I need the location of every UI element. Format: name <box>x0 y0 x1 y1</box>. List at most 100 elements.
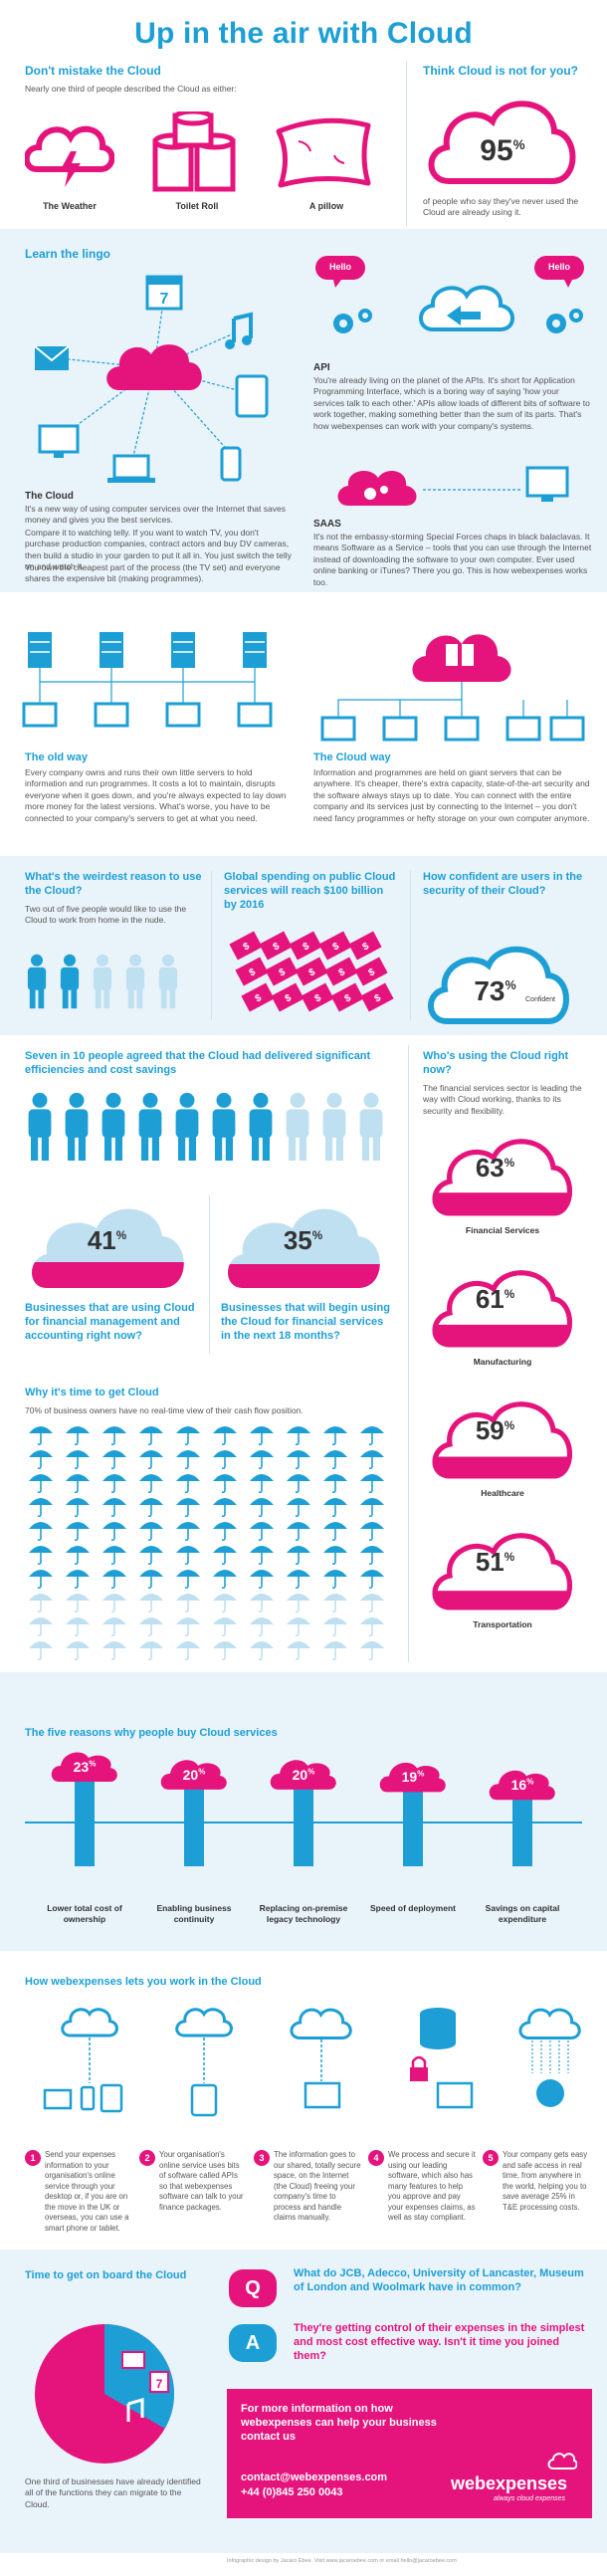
cloud-icon <box>290 2008 352 2039</box>
umbrella-icon <box>176 1617 200 1637</box>
think-cloud-value: 95% <box>480 134 525 167</box>
q-text: What do JCB, Adecco, University of Lanca… <box>294 2267 584 2293</box>
umbrella-icon <box>29 1426 53 1446</box>
umbrella-icon <box>176 1450 200 1470</box>
step-text: Your organisation's online service uses … <box>159 2150 244 2212</box>
sector-value-number: 59 <box>475 1415 505 1445</box>
who-heading: Who's using the Cloud right now? <box>423 1050 569 1076</box>
step-number: 1 <box>25 2150 41 2166</box>
umbrella-icon <box>66 1522 90 1542</box>
person-icon <box>286 1092 309 1161</box>
api-title: API <box>313 362 330 373</box>
person-icon <box>60 954 80 1009</box>
step-text: Your company gets easy and safe access i… <box>503 2150 588 2212</box>
umbrella-icon <box>102 1474 126 1494</box>
saas-text: It's not the embassy-storming Special Fo… <box>313 532 592 587</box>
umbrella-icon <box>176 1546 200 1566</box>
sector-cloud <box>432 1270 572 1348</box>
brand-logo: webexpenses <box>451 2473 568 2493</box>
umbrella-icon <box>139 1498 163 1518</box>
api-diagram <box>315 256 584 333</box>
person-icon <box>249 1092 273 1161</box>
monitor-icon <box>304 2081 341 2109</box>
money-note: $ <box>229 931 263 961</box>
reason-value: 20% <box>164 1766 224 1784</box>
umbrella-icon <box>323 1474 347 1494</box>
step-text: We process and secure it using our leadi… <box>388 2150 476 2223</box>
sector-value-number: 61 <box>475 1284 505 1314</box>
board-text: One third of businesses have already ide… <box>25 2476 201 2509</box>
svg-text:$: $ <box>337 966 347 979</box>
old-way-diagram <box>22 632 273 728</box>
svg-text:$: $ <box>367 966 377 979</box>
money-note: $ <box>360 982 394 1012</box>
umbrella-icon <box>323 1498 347 1518</box>
cta-email[interactable]: contact@webexpenses.com <box>241 2471 388 2483</box>
think-cloud-caption: of people who say they've never used the… <box>423 196 579 218</box>
umbrella-icon <box>139 1641 163 1661</box>
toilet-roll-icon <box>152 111 236 192</box>
cloud-title: The Cloud <box>25 491 74 502</box>
sector-label: Financial Services <box>465 1225 540 1235</box>
person-icon <box>359 1092 383 1161</box>
page-title: Up in the air with Cloud <box>134 17 473 50</box>
umbrella-icon <box>102 1641 126 1661</box>
time-heading: Why it's time to get Cloud <box>25 1387 159 1398</box>
money-note: $ <box>318 931 352 961</box>
umbrella-icon <box>213 1522 237 1542</box>
reason-bar <box>270 1760 336 1866</box>
api-text: You're already living on the planet of t… <box>313 375 590 431</box>
umbrella-icon <box>29 1594 53 1613</box>
umbrella-icon <box>287 1617 310 1637</box>
step-number: 3 <box>254 2150 270 2166</box>
divider <box>406 62 407 226</box>
lock-icon <box>410 2067 428 2081</box>
umbrella-icon <box>323 1594 347 1613</box>
umbrella-icon <box>360 1594 384 1613</box>
reason-bar <box>379 1762 446 1866</box>
weather-cloud-icon <box>25 125 114 187</box>
board-section: Time to get on board the Cloud 7 One thi… <box>0 2250 607 2553</box>
reason-label: Savings on capital expenditure <box>485 1903 560 1924</box>
divider <box>209 1194 210 1354</box>
sector-value-number: 63 <box>475 1153 505 1182</box>
cloud-way-text: Information and programmes are held on g… <box>313 767 590 823</box>
reason-value: 23% <box>55 1758 114 1776</box>
step-number: 4 <box>368 2150 384 2166</box>
umbrella-icon <box>287 1522 310 1542</box>
efficiency-section: Seven in 10 people agreed that the Cloud… <box>0 1035 607 1672</box>
sector-value-unit: % <box>504 1419 515 1433</box>
money-note: $ <box>324 957 358 986</box>
reason-value-unit: % <box>417 1769 425 1779</box>
footer-credit: Infographic design by Jacaro Ebee. Visit… <box>227 2558 457 2564</box>
money-note: $ <box>235 957 269 986</box>
umbrella-icon <box>323 1546 347 1566</box>
stat35-value: 35% <box>283 1225 323 1255</box>
security-heading: How confident are users in the security … <box>423 871 583 897</box>
umbrella-icon <box>139 1617 163 1637</box>
reason-label: Lower total cost of ownership <box>47 1903 122 1924</box>
reasons-chart <box>25 1752 582 1866</box>
person-icon <box>158 954 178 1009</box>
sector-label: Manufacturing <box>473 1357 532 1367</box>
svg-text:$: $ <box>361 941 371 954</box>
money-note: $ <box>330 982 364 1012</box>
person-icon <box>322 1092 346 1161</box>
umbrella-icon <box>66 1474 90 1494</box>
money-note: $ <box>295 957 328 986</box>
stat41-text: Businesses that are using Cloud for fina… <box>25 1302 195 1342</box>
umbrella-icon <box>176 1474 200 1494</box>
person-icon <box>212 1092 236 1161</box>
umbrella-icon <box>176 1594 200 1613</box>
divider <box>410 871 411 1020</box>
brand-cloud-icon <box>547 2453 577 2469</box>
reason-value-unit: % <box>307 1767 315 1777</box>
mistake-heading: Don't mistake the Cloud <box>25 64 161 78</box>
how-heading: How webexpenses lets you work in the Clo… <box>25 1976 262 1988</box>
how-section: How webexpenses lets you work in the Clo… <box>0 1951 607 2250</box>
money-note: $ <box>354 957 388 986</box>
weirdest-heading: What's the weirdest reason to use the Cl… <box>25 871 202 897</box>
umbrella-icon <box>287 1426 310 1446</box>
umbrella-icon <box>102 1426 126 1446</box>
